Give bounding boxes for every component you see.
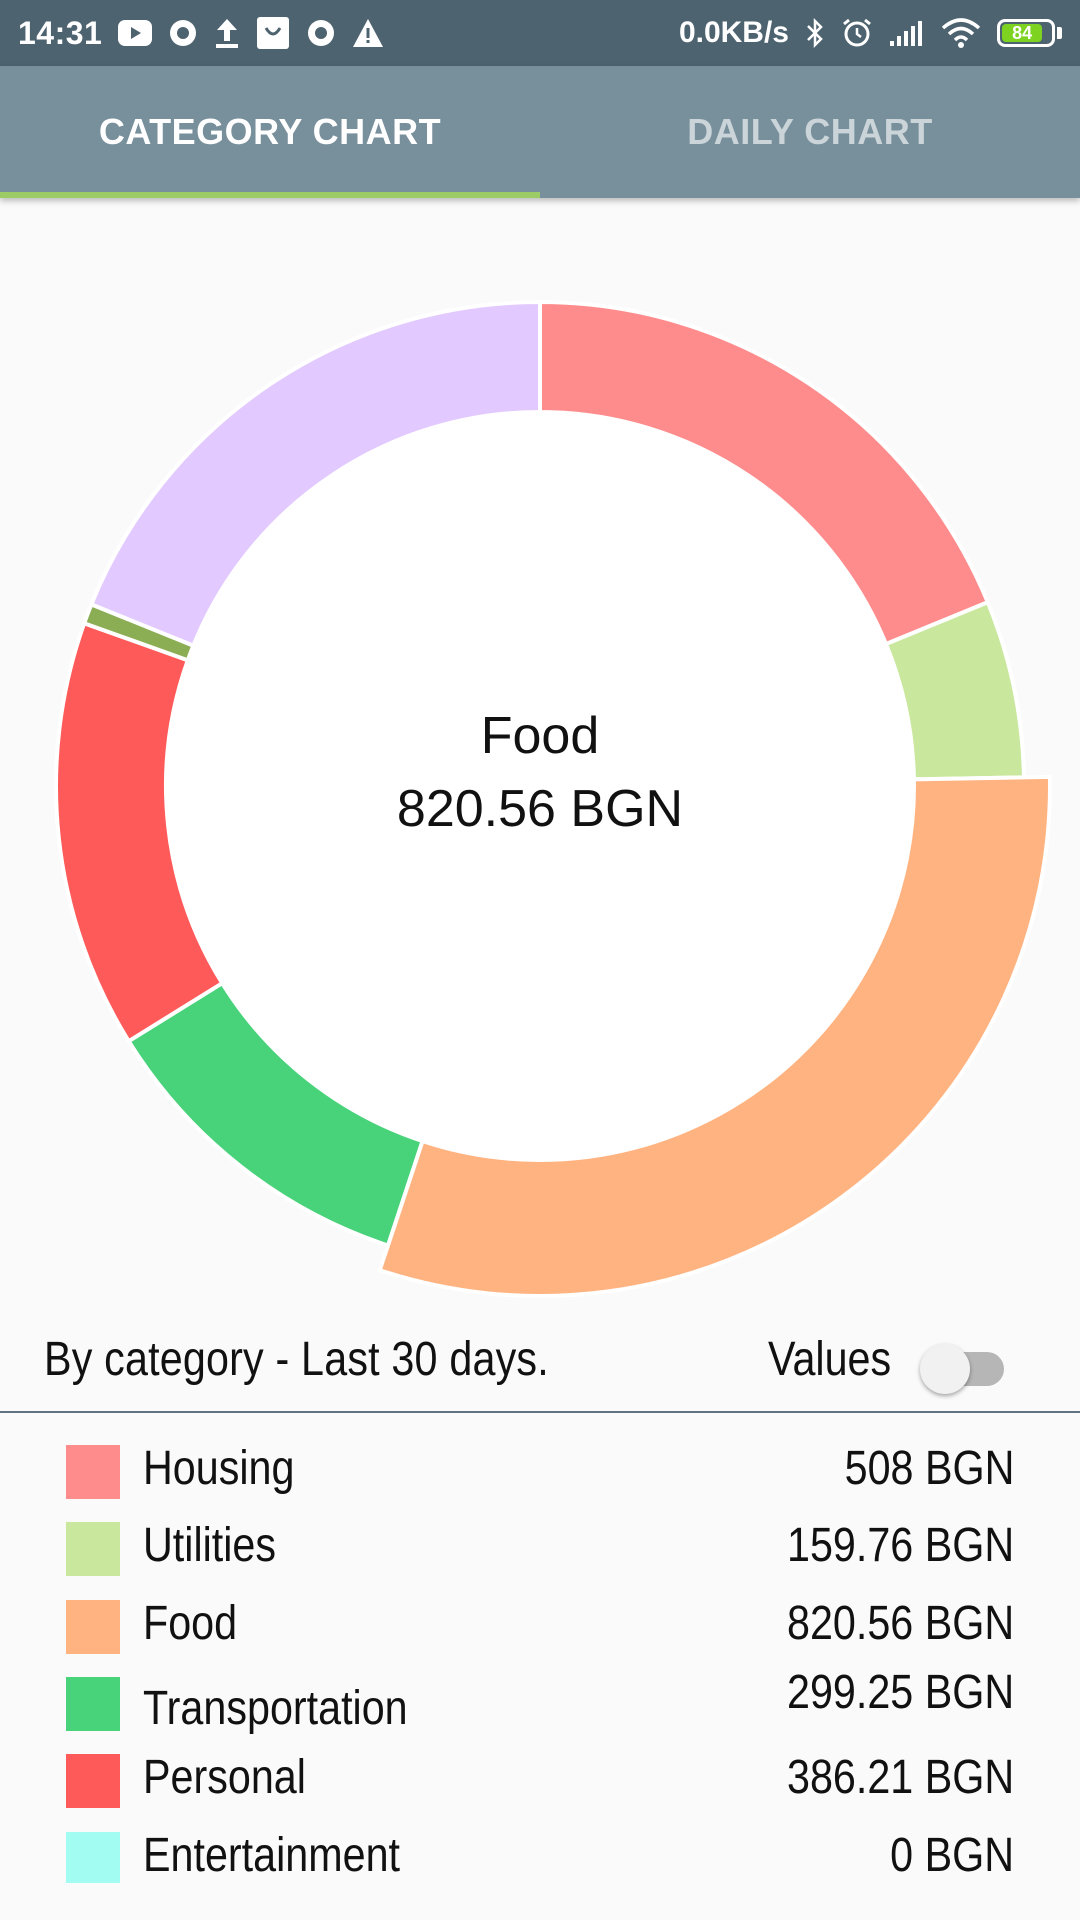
upload-icon xyxy=(214,13,240,53)
legend-row-transportation[interactable]: Transportation 299.25 BGN xyxy=(0,1666,1080,1743)
status-time: 14:31 xyxy=(18,14,103,51)
legend-category-name: Utilities xyxy=(143,1519,277,1572)
legend-swatch xyxy=(66,1832,120,1883)
status-bar: 14:31 0.0KB/s xyxy=(0,0,1080,66)
donut-chart xyxy=(54,299,1052,1298)
legend-category-amount: 299.25 BGN xyxy=(786,1666,1014,1719)
legend-swatch xyxy=(66,1522,120,1576)
summary-row: By category - Last 30 days. Values xyxy=(0,1320,1080,1410)
alarm-icon xyxy=(841,13,873,53)
legend-category-amount: 159.76 BGN xyxy=(786,1519,1014,1572)
legend-category-amount: 820.56 BGN xyxy=(786,1597,1014,1650)
tab-indicator xyxy=(0,192,540,198)
category-chart: Food 820.56 BGN xyxy=(0,198,1080,1298)
values-toggle-thumb xyxy=(920,1344,970,1394)
summary-title: By category - Last 30 days. xyxy=(44,1333,549,1386)
values-toggle-label: Values xyxy=(768,1333,892,1386)
legend-category-name: Food xyxy=(143,1597,238,1650)
legend-category-name: Personal xyxy=(143,1751,306,1804)
warning-icon xyxy=(352,13,384,53)
legend-row-entertainment[interactable]: Entertainment 0 BGN xyxy=(0,1822,1080,1883)
donut-slice-unlabeled-7[interactable] xyxy=(88,299,542,649)
legend-category-amount: 0 BGN xyxy=(890,1829,1014,1882)
chart-center-value: 820.56 BGN xyxy=(396,780,684,838)
battery-body: 84 xyxy=(997,19,1055,47)
tab-category-chart[interactable]: CATEGORY CHART xyxy=(0,66,540,198)
record-icon xyxy=(168,13,198,53)
legend-row-utilities[interactable]: Utilities 159.76 BGN xyxy=(0,1512,1080,1588)
legend-swatch xyxy=(66,1677,120,1731)
legend-row-housing[interactable]: Housing 508 BGN xyxy=(0,1435,1080,1511)
legend-row-food[interactable]: Food 820.56 BGN xyxy=(0,1590,1080,1666)
legend-category-name: Housing xyxy=(143,1442,295,1495)
network-speed: 0.0KB/s xyxy=(678,16,789,49)
bluetooth-icon xyxy=(805,13,825,53)
legend-swatch xyxy=(66,1600,120,1654)
category-legend: Housing 508 BGN Utilities 159.76 BGN Foo… xyxy=(0,1413,1080,1883)
tab-category-chart-label: CATEGORY CHART xyxy=(98,111,442,152)
status-bar-right: 0.0KB/s 84 xyxy=(679,13,1062,53)
signal-icon xyxy=(889,13,925,53)
legend-swatch xyxy=(66,1754,120,1808)
tab-daily-chart-label: DAILY CHART xyxy=(687,111,933,152)
wifi-icon xyxy=(941,13,981,53)
legend-swatch xyxy=(66,1445,120,1499)
shopping-bag-icon xyxy=(256,13,290,53)
battery-tip xyxy=(1057,27,1062,39)
tab-bar: CATEGORY CHART DAILY CHART xyxy=(0,66,1080,198)
legend-category-amount: 386.21 BGN xyxy=(786,1751,1014,1804)
battery-level: 84 xyxy=(1002,24,1043,42)
legend-category-name: Transportation xyxy=(143,1682,408,1735)
legend-category-amount: 508 BGN xyxy=(844,1442,1014,1495)
values-toggle[interactable] xyxy=(918,1334,1008,1394)
tab-daily-chart[interactable]: DAILY CHART xyxy=(540,66,1080,198)
legend-category-name: Entertainment xyxy=(143,1829,400,1882)
chart-center-category: Food xyxy=(480,707,600,765)
donut-slice-food[interactable] xyxy=(377,774,1052,1298)
status-bar-left: 14:31 xyxy=(18,13,384,53)
legend-row-personal[interactable]: Personal 386.21 BGN xyxy=(0,1744,1080,1820)
record-icon xyxy=(306,13,336,53)
divider xyxy=(0,1411,1080,1413)
donut-hole xyxy=(168,414,912,1158)
battery-icon: 84 xyxy=(997,19,1062,47)
youtube-icon xyxy=(118,13,153,53)
